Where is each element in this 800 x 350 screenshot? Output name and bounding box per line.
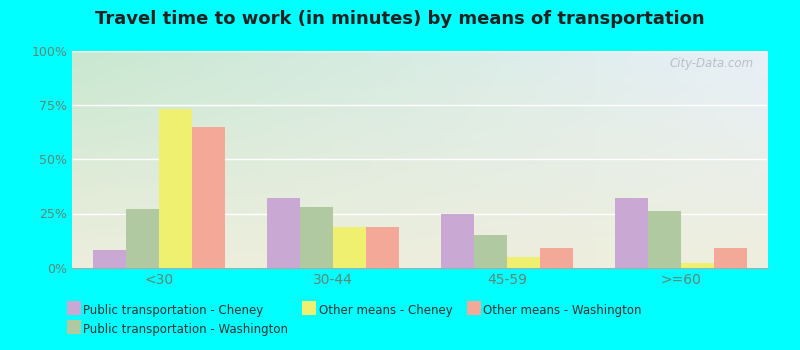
- Bar: [93, 250, 126, 268]
- Bar: [300, 207, 333, 268]
- Bar: [681, 264, 714, 268]
- Bar: [159, 109, 192, 268]
- Bar: [441, 214, 474, 268]
- Bar: [126, 209, 159, 268]
- Text: Travel time to work (in minutes) by means of transportation: Travel time to work (in minutes) by mean…: [95, 10, 705, 28]
- Bar: [714, 248, 747, 268]
- Bar: [615, 198, 648, 268]
- Bar: [192, 127, 225, 268]
- Bar: [540, 248, 573, 268]
- Bar: [474, 235, 507, 268]
- Bar: [333, 226, 366, 268]
- Bar: [507, 257, 540, 268]
- Bar: [366, 226, 399, 268]
- Bar: [267, 198, 300, 268]
- Legend: Public transportation - Cheney, Public transportation - Washington, Other means : Public transportation - Cheney, Public t…: [62, 299, 646, 341]
- Text: City-Data.com: City-Data.com: [670, 57, 754, 70]
- Bar: [648, 211, 681, 268]
